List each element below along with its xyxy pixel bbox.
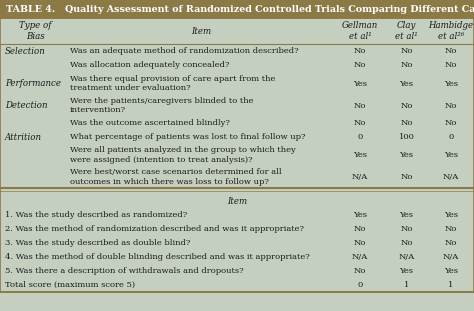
- Text: TABLE 4.   Quality Assessment of Randomized Controlled Trials Comparing Differen: TABLE 4. Quality Assessment of Randomize…: [6, 4, 474, 13]
- Text: 5. Was there a description of withdrawals and dropouts?: 5. Was there a description of withdrawal…: [5, 267, 244, 275]
- Text: Attrition: Attrition: [5, 132, 42, 142]
- Text: 0: 0: [357, 133, 363, 141]
- Text: No: No: [401, 239, 413, 247]
- Text: N/A: N/A: [352, 253, 368, 261]
- Text: Clay
et al¹: Clay et al¹: [395, 21, 418, 41]
- Text: No: No: [445, 47, 457, 55]
- Text: Item: Item: [191, 26, 211, 35]
- Text: 1. Was the study described as randomized?: 1. Was the study described as randomized…: [5, 211, 187, 219]
- Text: Yes: Yes: [444, 80, 458, 87]
- Bar: [0, 0, 474, 18]
- Text: Was there equal provision of care apart from the
treatment under evaluation?: Was there equal provision of care apart …: [70, 75, 275, 92]
- Text: Type of
Bias: Type of Bias: [19, 21, 52, 41]
- Text: No: No: [445, 119, 457, 127]
- Text: N/A: N/A: [398, 253, 415, 261]
- Text: No: No: [401, 47, 413, 55]
- Text: Yes: Yes: [400, 80, 413, 87]
- Text: N/A: N/A: [443, 253, 459, 261]
- Text: No: No: [354, 61, 366, 69]
- Text: Item: Item: [227, 197, 247, 207]
- Text: No: No: [401, 173, 413, 181]
- Text: Detection: Detection: [5, 101, 47, 110]
- Text: Hambidge
et al²⁶: Hambidge et al²⁶: [428, 21, 474, 41]
- Text: 100: 100: [399, 133, 414, 141]
- Text: No: No: [401, 119, 413, 127]
- Text: Yes: Yes: [353, 211, 367, 219]
- Text: No: No: [354, 267, 366, 275]
- Text: 2. Was the method of randomization described and was it appropriate?: 2. Was the method of randomization descr…: [5, 225, 304, 233]
- Text: Yes: Yes: [444, 211, 458, 219]
- Text: No: No: [445, 61, 457, 69]
- Text: No: No: [445, 239, 457, 247]
- Text: 3. Was the study described as double blind?: 3. Was the study described as double bli…: [5, 239, 191, 247]
- Text: Were best/worst case scenarios determined for all
outcomes in which there was lo: Were best/worst case scenarios determine…: [70, 168, 282, 186]
- Text: No: No: [445, 101, 457, 109]
- Text: Selection: Selection: [5, 47, 46, 55]
- Text: 1: 1: [448, 281, 454, 289]
- Text: Yes: Yes: [353, 80, 367, 87]
- Bar: [0, 18, 474, 292]
- Text: N/A: N/A: [352, 173, 368, 181]
- Text: Yes: Yes: [400, 211, 413, 219]
- Text: Was the outcome ascertained blindly?: Was the outcome ascertained blindly?: [70, 119, 230, 127]
- Text: No: No: [354, 239, 366, 247]
- Text: Yes: Yes: [400, 267, 413, 275]
- Text: No: No: [401, 225, 413, 233]
- Text: Was an adequate method of randomization described?: Was an adequate method of randomization …: [70, 47, 299, 55]
- Text: No: No: [354, 119, 366, 127]
- Text: Yes: Yes: [353, 151, 367, 159]
- Text: Yes: Yes: [400, 151, 413, 159]
- Text: Performance: Performance: [5, 79, 61, 88]
- Text: Were the patients/caregivers blinded to the
intervention?: Were the patients/caregivers blinded to …: [70, 97, 254, 114]
- Text: Gellman
et al¹: Gellman et al¹: [342, 21, 378, 41]
- Text: What percentage of patients was lost to final follow up?: What percentage of patients was lost to …: [70, 133, 306, 141]
- Text: 4. Was the method of double blinding described and was it appropriate?: 4. Was the method of double blinding des…: [5, 253, 310, 261]
- Text: No: No: [401, 61, 413, 69]
- Text: Total score (maximum score 5): Total score (maximum score 5): [5, 281, 135, 289]
- Text: Yes: Yes: [444, 267, 458, 275]
- Text: N/A: N/A: [443, 173, 459, 181]
- Text: No: No: [354, 47, 366, 55]
- Text: 0: 0: [448, 133, 454, 141]
- Text: No: No: [354, 225, 366, 233]
- Text: Yes: Yes: [444, 151, 458, 159]
- Text: No: No: [445, 225, 457, 233]
- Text: Were all patients analyzed in the group to which they
were assigned (intention t: Were all patients analyzed in the group …: [70, 146, 296, 164]
- Text: 0: 0: [357, 281, 363, 289]
- Text: No: No: [401, 101, 413, 109]
- Text: Was allocation adequately concealed?: Was allocation adequately concealed?: [70, 61, 229, 69]
- Text: No: No: [354, 101, 366, 109]
- Text: 1: 1: [404, 281, 409, 289]
